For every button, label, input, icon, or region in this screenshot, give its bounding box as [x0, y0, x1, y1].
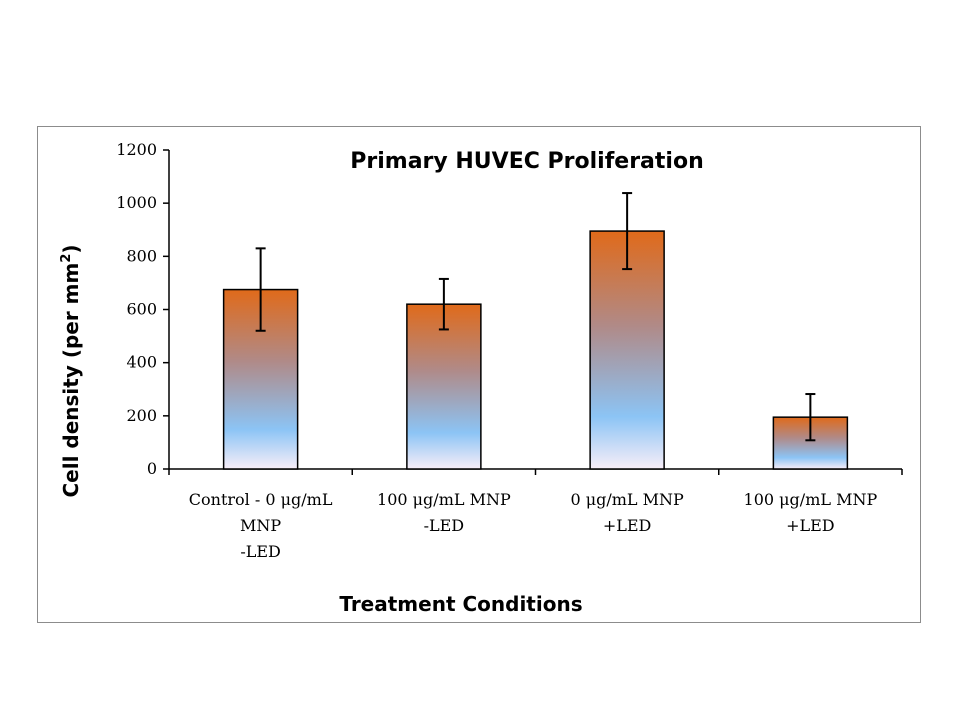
category-labels: Control - 0 μg/mL MNP -LED 100 μg/mL MNP -LE…: [189, 490, 878, 561]
y-tick-label: 800: [126, 246, 157, 265]
y-axis-title-main: Cell density (per mm: [59, 263, 83, 498]
x-axis-title: Treatment Conditions: [339, 592, 582, 616]
category-label: -LED: [240, 542, 281, 561]
category-label: 100 μg/mL MNP: [377, 490, 511, 509]
y-tick-label: 400: [126, 353, 157, 372]
category-label: MNP: [240, 516, 281, 535]
bar-chart: Primary HUVEC Proliferation 0 200 400 600 80…: [59, 140, 903, 616]
y-tick-label: 600: [126, 300, 157, 319]
bars: [222, 230, 849, 470]
category-label: +LED: [786, 516, 835, 535]
y-tick-label: 200: [126, 406, 157, 425]
category-label: -LED: [424, 516, 465, 535]
error-bars: [255, 192, 816, 442]
category-label: 100 μg/mL MNP: [744, 490, 878, 509]
category-label: Control - 0 μg/mL: [189, 490, 333, 509]
y-axis: 0 200 400 600 800 1000 1200: [116, 140, 170, 478]
y-axis-title-suffix: ): [59, 244, 83, 253]
category-label: 0 μg/mL MNP: [570, 490, 684, 509]
y-tick-label: 0: [147, 459, 157, 478]
chart-title: Primary HUVEC Proliferation: [350, 149, 703, 174]
y-axis-title-superscript: 2: [59, 254, 74, 263]
chart-frame: Primary HUVEC Proliferation 0 200 400 600 80…: [37, 126, 921, 623]
y-axis-title: Cell density (per mm2): [59, 244, 83, 497]
category-label: +LED: [603, 516, 652, 535]
y-tick-label: 1200: [116, 140, 157, 159]
y-tick-label: 1000: [116, 193, 157, 212]
x-axis: [168, 468, 903, 475]
bar: [589, 230, 665, 470]
bar: [406, 303, 482, 470]
